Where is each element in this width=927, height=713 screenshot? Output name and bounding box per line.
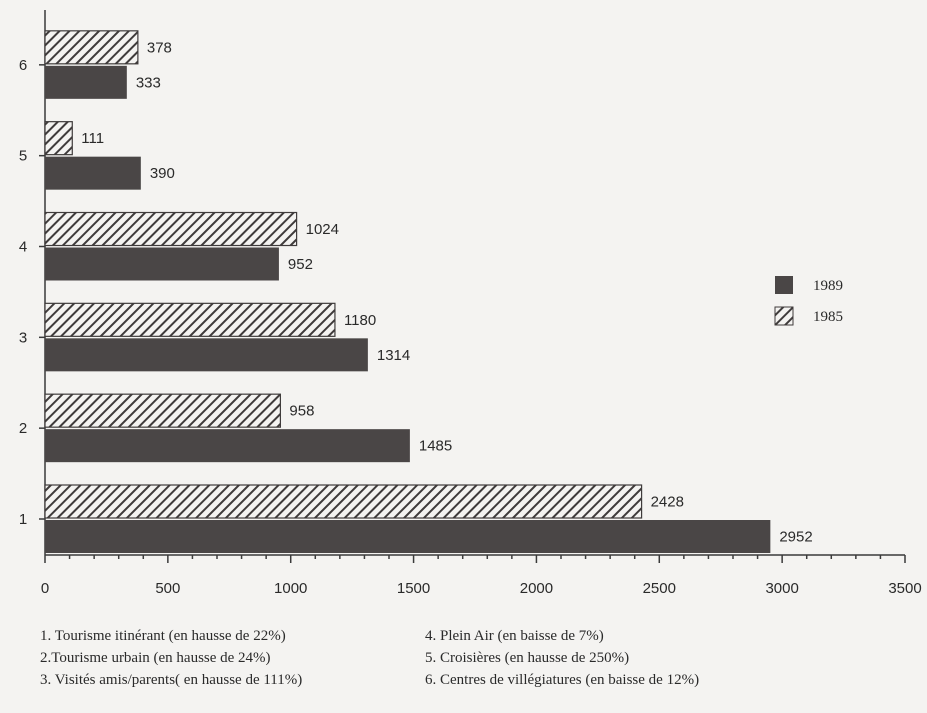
value-label-1989-cat-3: 1314 bbox=[377, 347, 410, 364]
value-label-1985-cat-5: 111 bbox=[81, 130, 104, 147]
legend-swatch-1985 bbox=[774, 306, 794, 326]
x-tick-label: 3000 bbox=[765, 580, 798, 597]
bar-1985-cat-3 bbox=[44, 302, 336, 337]
value-label-1985-cat-4: 1024 bbox=[306, 221, 339, 238]
value-label-1985-cat-1: 2428 bbox=[651, 494, 684, 511]
x-tick-label: 0 bbox=[41, 580, 49, 597]
x-tick-label: 3500 bbox=[888, 580, 921, 597]
y-tick-label: 6 bbox=[19, 57, 27, 74]
value-label-1989-cat-2: 1485 bbox=[419, 438, 452, 455]
bar-1985-cat-6 bbox=[44, 30, 139, 65]
value-label-1989-cat-1: 2952 bbox=[779, 529, 812, 546]
legend-swatch-1989 bbox=[775, 276, 793, 294]
legend-label-1985: 1985 bbox=[813, 309, 843, 325]
bar-1985-cat-4 bbox=[44, 211, 298, 247]
y-tick-label: 5 bbox=[19, 148, 27, 165]
y-tick-label: 1 bbox=[19, 511, 27, 528]
footnote-6: 6. Centres de villégiatures (en baisse d… bbox=[425, 672, 700, 688]
footnote-4: 4. Plein Air (en baisse de 7%) bbox=[425, 628, 604, 644]
x-tick-label: 2500 bbox=[643, 580, 676, 597]
footnote-2: 2.Tourisme urbain (en hausse de 24%) bbox=[40, 650, 271, 666]
x-tick-label: 1500 bbox=[397, 580, 430, 597]
bar-1989-cat-6 bbox=[45, 65, 127, 99]
footnotes: 1. Tourisme itinérant (en hausse de 22%)… bbox=[40, 628, 900, 689]
bar-1985-cat-1 bbox=[44, 484, 643, 519]
y-tick-label: 2 bbox=[19, 420, 27, 437]
value-label-1985-cat-3: 1180 bbox=[344, 312, 376, 329]
bar-1989-cat-4 bbox=[45, 247, 279, 281]
footnote-1: 1. Tourisme itinérant (en hausse de 22%) bbox=[40, 628, 286, 644]
x-tick-label: 1000 bbox=[274, 580, 307, 597]
bar-1985-cat-5 bbox=[44, 121, 73, 156]
legend-label-1989: 1989 bbox=[813, 278, 843, 294]
value-label-1985-cat-6: 378 bbox=[147, 39, 172, 56]
value-label-1985-cat-2: 958 bbox=[289, 403, 314, 420]
bar-1985-cat-2 bbox=[44, 393, 281, 428]
x-tick-label: 2000 bbox=[520, 580, 553, 597]
bar-1989-cat-1 bbox=[45, 520, 771, 553]
value-label-1989-cat-6: 333 bbox=[136, 74, 161, 91]
y-tick-label: 4 bbox=[19, 239, 27, 256]
footnote-3: 3. Visités amis/parents( en hausse de 11… bbox=[40, 672, 303, 688]
footnote-5: 5. Croisières (en hausse de 250%) bbox=[425, 650, 630, 666]
bar-1989-cat-2 bbox=[45, 429, 410, 463]
value-label-1989-cat-4: 952 bbox=[288, 256, 313, 273]
bar-1989-cat-3 bbox=[45, 338, 368, 372]
x-tick-label: 500 bbox=[155, 580, 180, 597]
y-tick-label: 3 bbox=[19, 329, 27, 346]
value-label-1989-cat-5: 390 bbox=[150, 165, 175, 182]
bar-1989-cat-5 bbox=[45, 156, 141, 190]
